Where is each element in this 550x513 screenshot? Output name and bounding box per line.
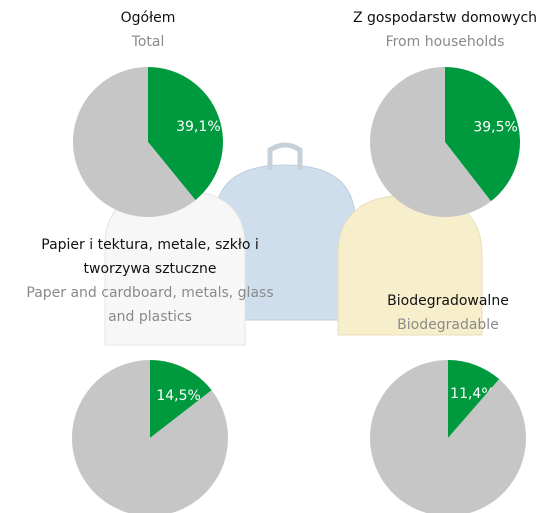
value-label: 39,1% xyxy=(176,119,220,135)
chart-subtitle: Paper and cardboard, metals, glass and p… xyxy=(13,281,288,329)
page: 39,1%39,5%14,5%11,4% OgółemTotalZ gospod… xyxy=(0,0,550,513)
chart-subtitle: Total xyxy=(28,30,268,54)
chart-subtitle: Biodegradable xyxy=(328,313,550,337)
chart-title: Z gospodarstw domowych xyxy=(325,6,550,30)
pie-slice xyxy=(370,360,526,513)
chart-title: Papier i tektura, metale, szkło i tworzy… xyxy=(33,233,268,281)
value-label: 14,5% xyxy=(156,388,200,404)
chart-title: Biodegradowalne xyxy=(328,289,550,313)
chart-subtitle: From households xyxy=(325,30,550,54)
chart-title: Ogółem xyxy=(28,6,268,30)
value-label: 39,5% xyxy=(473,119,517,135)
